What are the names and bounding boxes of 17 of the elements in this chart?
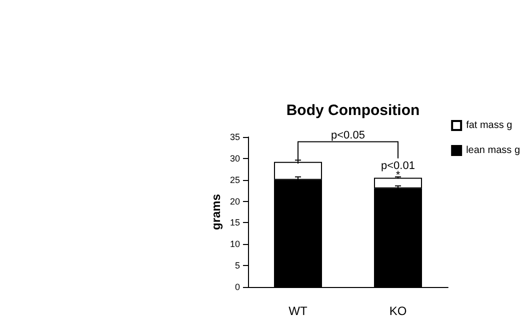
annotation: p<0.01 bbox=[381, 160, 415, 172]
y-tick-label: 10 bbox=[230, 239, 240, 250]
y-tick-label: 15 bbox=[230, 218, 240, 228]
x-tick-label: KO bbox=[389, 304, 407, 318]
y-tick-label: 30 bbox=[230, 153, 240, 164]
chart-title: Body Composition bbox=[286, 102, 420, 119]
x-tick-label: WT bbox=[288, 304, 308, 318]
legend-label: fat mass g bbox=[466, 120, 512, 131]
y-tick-label: 20 bbox=[230, 196, 240, 206]
y-tick-label: 25 bbox=[230, 174, 240, 185]
y-tick-label: 35 bbox=[230, 132, 240, 142]
y-tick-label: 5 bbox=[234, 260, 240, 271]
legend-label: lean mass g bbox=[466, 145, 520, 156]
annotation: * bbox=[396, 169, 401, 182]
y-tick-label: 0 bbox=[234, 282, 240, 292]
annotation: p<0.05 bbox=[331, 130, 365, 142]
y-axis-title: grams bbox=[209, 194, 223, 230]
